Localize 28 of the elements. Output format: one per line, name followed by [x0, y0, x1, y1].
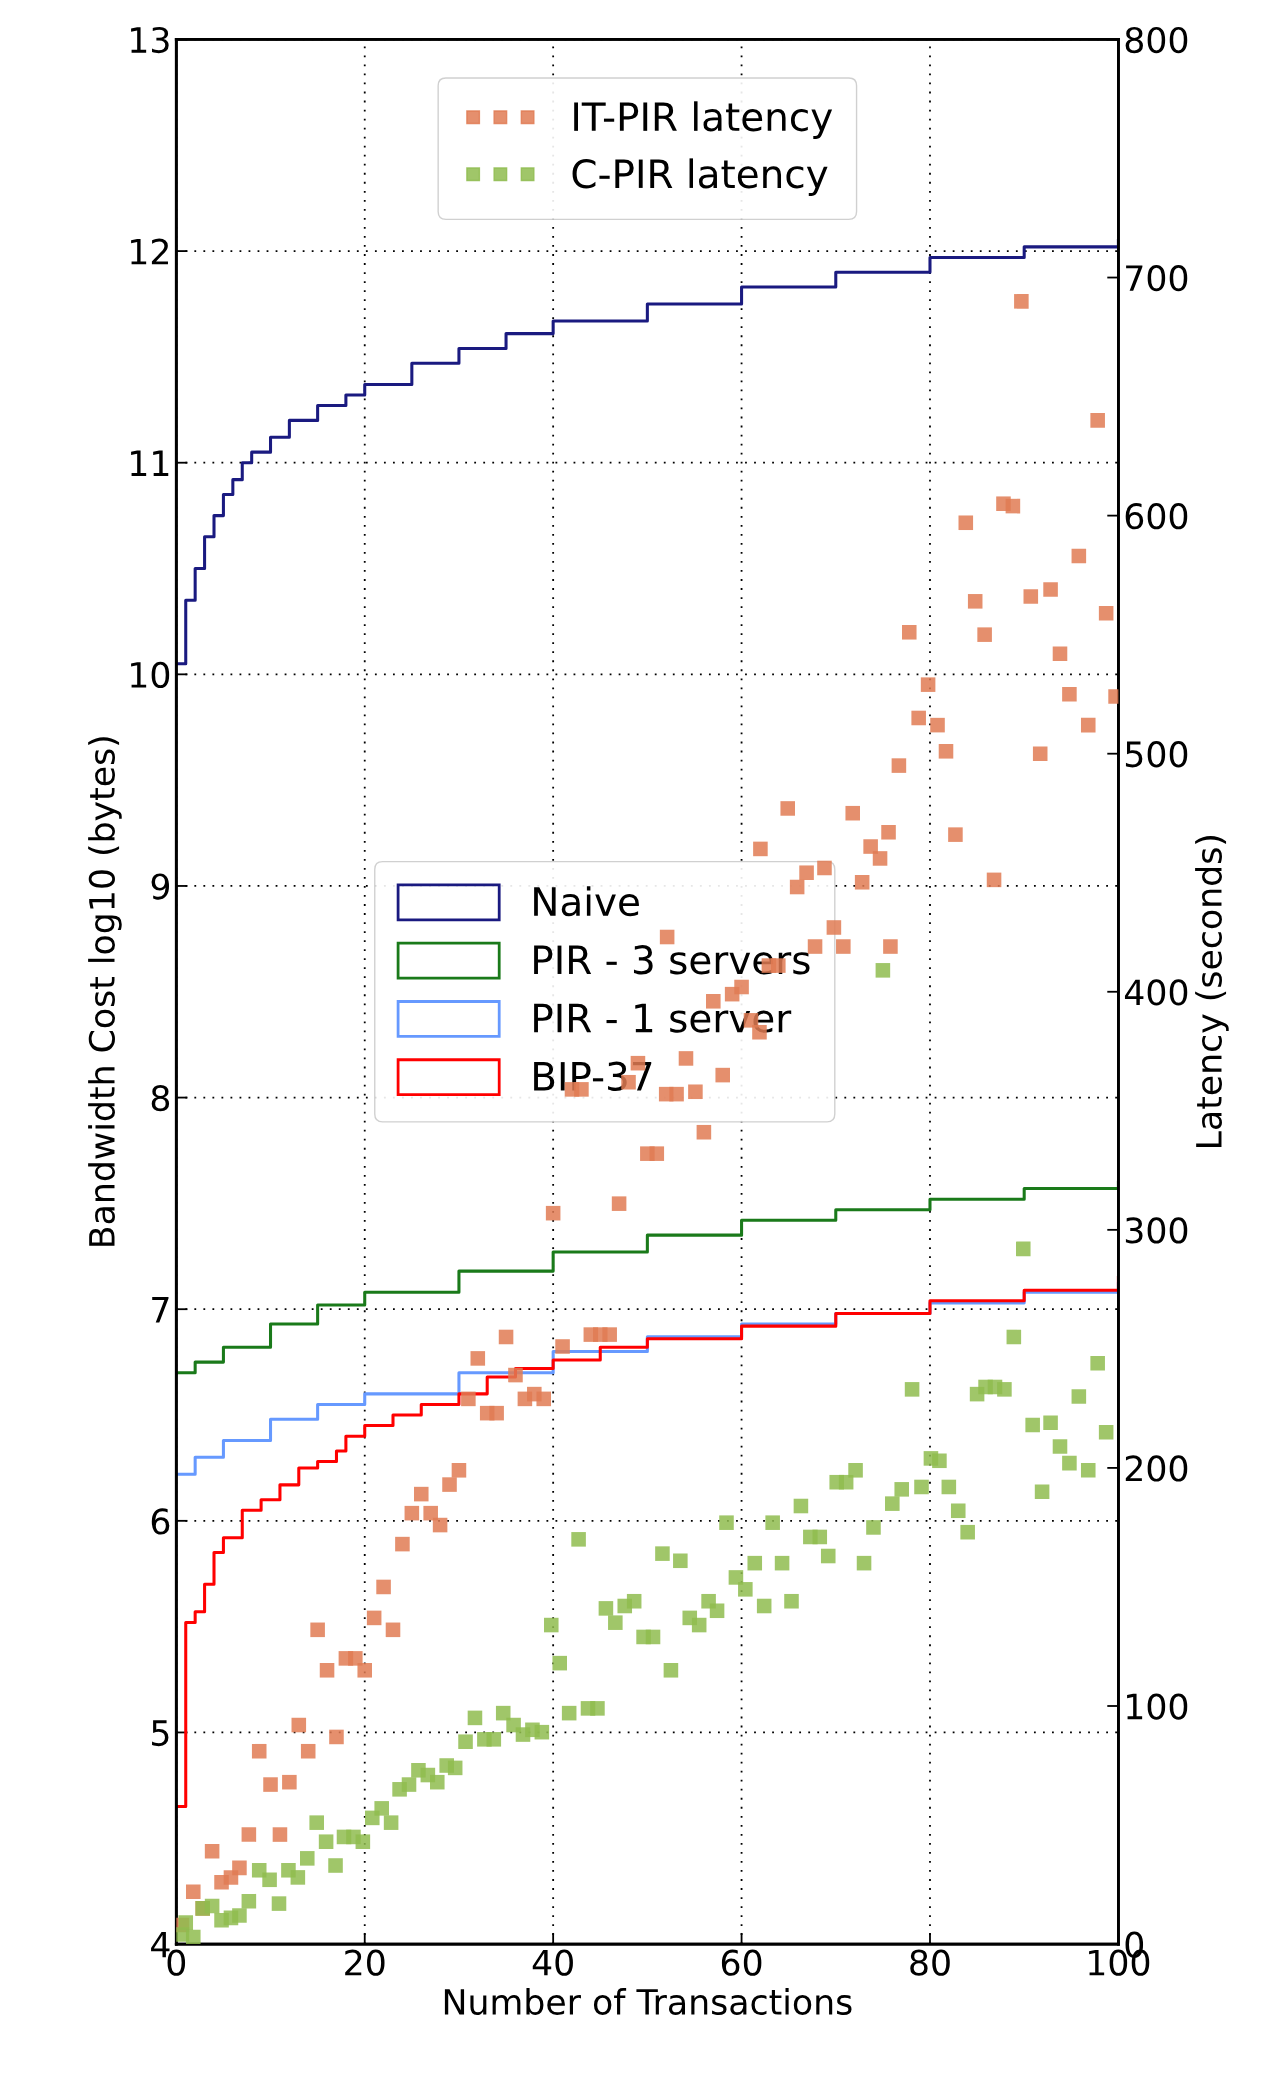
x-tick-label: 40	[532, 1949, 573, 1976]
y2-axis-title: Latency (seconds)	[1195, 836, 1229, 1148]
y-tick-label: 7	[152, 1297, 169, 1323]
y2-tick-label: 200	[1125, 1455, 1188, 1482]
y-tick-label: 12	[131, 238, 168, 265]
x-axis-title: Number of Transactions	[444, 1988, 852, 2015]
y-tick-label: 6	[151, 1508, 170, 1535]
y2-tick-label: 600	[1125, 503, 1188, 530]
legend-label: IT-PIR latency	[574, 101, 833, 139]
legend-label: BIP-37	[534, 1061, 652, 1092]
x-tick-label: 60	[721, 1949, 762, 1976]
y2-tick-label: 100	[1127, 1693, 1188, 1720]
x-tick-label: 20	[345, 1949, 385, 1976]
legend-label: C-PIR latency	[572, 158, 828, 197]
y-tick-label: 8	[151, 1085, 170, 1112]
y-tick-label: 5	[152, 1720, 169, 1747]
y-axis-title: Bandwidth Cost log10 (bytes)	[88, 737, 122, 1246]
x-tick-label: 80	[910, 1949, 950, 1976]
y-tick-label: 11	[131, 450, 169, 476]
y-tick-label: 13	[131, 26, 169, 54]
y2-tick-label: 800	[1125, 26, 1188, 54]
y2-tick-label: 400	[1124, 979, 1188, 1006]
legend-label: Naive	[534, 886, 639, 917]
y-tick-label: 10	[131, 661, 170, 689]
y2-tick-label: 500	[1125, 741, 1188, 768]
y2-tick-label: 300	[1125, 1217, 1188, 1244]
y-tick-label: 9	[151, 873, 170, 900]
y2-tick-label: 700	[1126, 264, 1188, 292]
